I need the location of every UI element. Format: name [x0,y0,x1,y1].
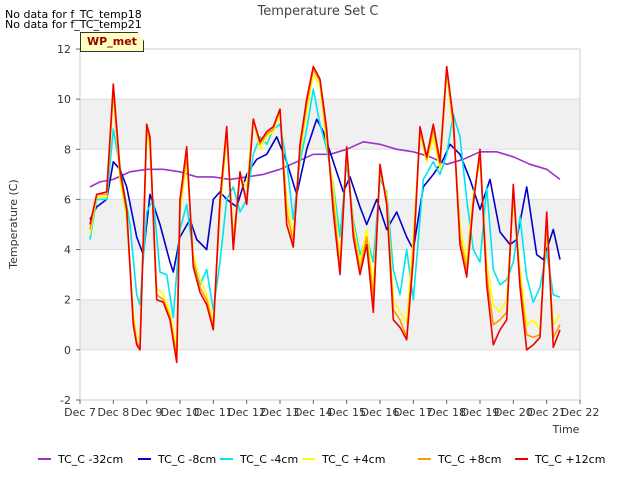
legend-swatch [302,458,315,460]
y-tick-label: -2 [60,394,71,407]
chart-title: Temperature Set C [256,4,378,19]
legend-label: TC_C +8cm [438,453,502,466]
x-tick-label: Dec 16 [361,406,400,419]
y-tick-label: 0 [64,344,71,357]
x-tick-label: Dec 12 [227,406,266,419]
x-tick-label: Dec 19 [461,406,500,419]
y-tick-label: 2 [64,294,71,307]
x-tick-label: Dec 18 [427,406,466,419]
legend-item: TC_C -32cm [38,453,123,466]
x-tick-label: Dec 17 [394,406,433,419]
x-tick-label: Dec 14 [294,406,333,419]
no-data-note-2: No data for f_TC_temp21 [5,18,142,31]
wp-met-badge: WP_met [80,32,144,52]
y-tick-label: 12 [57,43,71,56]
y-tick-label: 6 [64,193,71,206]
y-tick-label: 8 [64,143,71,156]
x-tick-label: Dec 10 [161,406,200,419]
legend-label: TC_C +4cm [322,453,386,466]
x-tick-label: Dec 22 [561,406,600,419]
legend-item: TC_C -4cm [220,453,298,466]
legend-item: TC_C -8cm [138,453,216,466]
x-tick-label: Dec 7 [64,406,96,419]
legend-item: TC_C +12cm [515,453,605,466]
x-axis-label: Time [552,423,580,436]
legend-swatch [220,458,233,460]
x-tick-label: Dec 11 [194,406,233,419]
legend-item: TC_C +4cm [302,453,385,466]
x-tick-label: Dec 13 [261,406,300,419]
legend-label: TC_C -8cm [158,453,217,466]
series-line-tc-c-8cm [89,118,561,273]
no-data-note-1: No data for f_TC_temp18 [5,8,142,21]
y-tick-label: 10 [57,93,71,106]
grid-band [80,299,580,350]
x-tick-label: Dec 20 [494,406,533,419]
chart-legend: TC_C -32cm TC_C -8cm TC_C -4cm TC_C +4cm TC_… [0,453,640,469]
legend-swatch [515,458,528,460]
legend-swatch [418,458,431,460]
legend-label: TC_C -32cm [58,453,124,466]
plot-frame [79,48,581,401]
series-line-tc-c-12cm [89,65,561,364]
y-tick-label: 4 [64,244,71,257]
legend-swatch [138,458,151,460]
grid-band [80,99,580,150]
x-tick-label: Dec 8 [97,406,129,419]
series-line-tc-c-32cm [89,141,561,188]
legend-swatch [38,458,51,460]
x-tick-label: Dec 15 [327,406,366,419]
x-tick-label: Dec 9 [131,406,163,419]
legend-label: TC_C -4cm [240,453,299,466]
legend-item: TC_C +8cm [418,453,501,466]
x-tick-label: Dec 21 [527,406,566,419]
grid-band [80,199,580,250]
y-axis-label: Temperature (C) [7,179,20,269]
legend-label: TC_C +12cm [535,453,606,466]
